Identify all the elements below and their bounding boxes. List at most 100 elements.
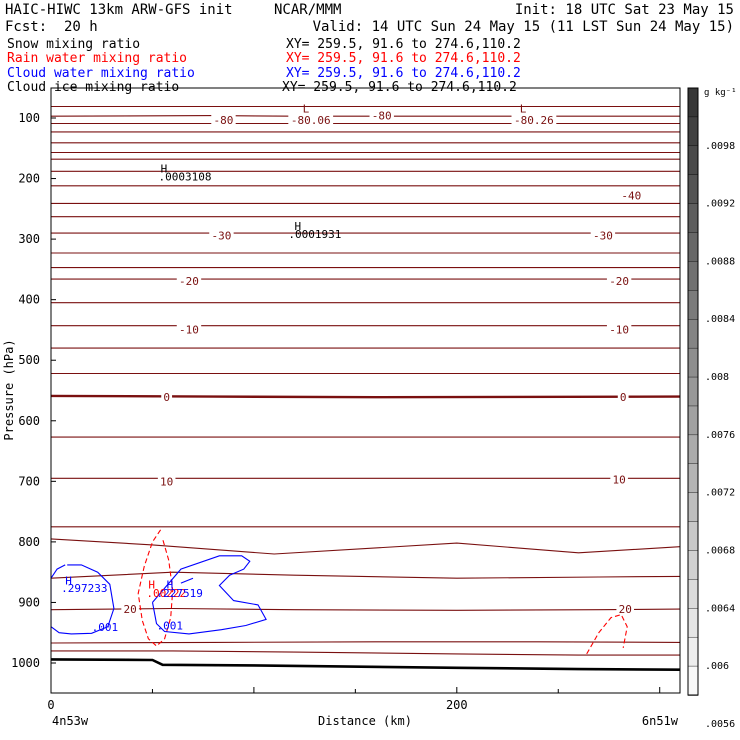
contour-label-bg-6: [590, 229, 616, 241]
field-label-7: .297233: [61, 582, 107, 595]
contour-label-6: -30: [593, 229, 613, 242]
x-tick-label-200: 200: [446, 698, 468, 712]
temperature-contour-26: [51, 641, 680, 644]
colorbar-swatch-8: [687, 319, 699, 349]
contour-label-bg-4: [619, 189, 644, 201]
y-tick-label-800: 800: [18, 535, 40, 549]
valid-time: Valid: 14 UTC Sun 24 May 15 (11 LST Sun …: [313, 19, 734, 35]
field-label-12: .227519: [157, 587, 203, 600]
contour-label-5: -30: [212, 229, 232, 242]
colorbar-unit: g kg⁻¹: [704, 88, 737, 98]
colorbar-label-5: .0076: [705, 430, 735, 441]
field-label-2: H: [294, 220, 301, 233]
colorbar-frame: [687, 87, 699, 696]
rain-water-contour-1: [586, 613, 628, 655]
y-tick-label-700: 700: [18, 474, 40, 488]
field-label-3: .0001931: [288, 228, 341, 241]
y-tick-label-100: 100: [18, 111, 40, 125]
field-label-5: L: [520, 103, 527, 116]
contour-label-bg-0: [211, 113, 236, 125]
field-label-6: H: [65, 574, 72, 587]
colorbar-swatch-5: [687, 232, 699, 263]
x-axis: 0 200: [47, 687, 661, 712]
colorbar-swatch-11: [687, 405, 699, 436]
fcst-value: 20 h: [64, 19, 98, 35]
org-label: NCAR/MMM: [274, 2, 341, 18]
contour-label-bg-13: [157, 475, 176, 487]
terrain-surface-line: [51, 658, 680, 671]
colorbar-label-8: .0064: [705, 603, 735, 614]
colorbar-swatch-17: [687, 579, 699, 609]
colorbar-swatch-18: [687, 608, 699, 638]
contour-label-4: -40: [621, 190, 641, 203]
colorbar-swatch-3: [687, 174, 699, 205]
model-title: HAIC-HIWC 13km ARW-GFS init: [5, 2, 233, 18]
contour-label-13: 10: [160, 475, 173, 488]
contour-label-bg-11: [161, 391, 173, 403]
contour-label-3: -80.26: [514, 114, 554, 127]
contour-label-layer: -80 -80.06 -80 -80.26 -40 -30 -30 -20 -20 -10 -10 0…: [61, 103, 644, 634]
fcst-label: Fcst:: [5, 19, 47, 35]
y-axis: 100 200 300 400 500 600 700 800 900 1000: [11, 111, 56, 670]
header: HAIC-HIWC 13km ARW-GFS init NCAR/MMM Ini…: [5, 2, 734, 95]
contour-label-10: -10: [609, 323, 629, 336]
colorbar-label-9: .006: [705, 661, 729, 672]
contour-label-7: -20: [179, 275, 199, 288]
temperature-contour-27: [51, 650, 680, 656]
y-tick-label-300: 300: [18, 232, 40, 246]
colorbar-swatch-2: [687, 145, 699, 176]
x-axis-label: Distance (km): [318, 714, 412, 728]
colorbar-label-1: .0092: [705, 199, 735, 210]
field-label-cloud-water: Cloud water mixing ratio: [7, 66, 195, 81]
y-tick-label-600: 600: [18, 414, 40, 428]
field-label-10: .00222: [146, 587, 186, 600]
field-label-9: H: [148, 579, 155, 592]
contour-label-15: 20: [124, 603, 137, 616]
mixing-ratio-layer: [51, 529, 628, 655]
colorbar-label-0: .0098: [705, 141, 735, 152]
colorbar-swatch-7: [687, 290, 699, 320]
colorbar-swatch-10: [687, 376, 699, 407]
colorbar-label-6: .0072: [705, 488, 735, 499]
y-axis-label: Pressure (hPa): [2, 339, 16, 440]
contour-label-bg-1: [288, 113, 334, 125]
y-tick-label-400: 400: [18, 293, 40, 307]
colorbar-swatch-0: [687, 87, 699, 118]
colorbar-swatch-15: [687, 521, 699, 552]
contour-label-9: -10: [179, 323, 199, 336]
field-label-4: L: [303, 103, 310, 116]
contour-label-bg-14: [610, 473, 628, 485]
contour-label-bg-7: [176, 274, 202, 286]
y-tick-label-200: 200: [18, 172, 40, 186]
contour-label-11: 0: [163, 391, 170, 404]
colorbar-label-4: .008: [705, 372, 729, 383]
field-label-0: H: [161, 163, 168, 176]
field-label-1: .0003108: [159, 170, 212, 183]
field-label-rain: Rain water mixing ratio: [7, 51, 187, 66]
colorbar-label-7: .0068: [705, 545, 735, 556]
cloud-water-contour-2: [180, 577, 194, 584]
colorbar-swatch-13: [687, 463, 699, 494]
x-endpoint-start: 4n53w: [52, 714, 89, 728]
temperature-contour-24: [51, 571, 680, 579]
colorbar-swatch-20: [687, 665, 699, 696]
contour-label-1: -80.06: [291, 114, 331, 127]
contour-label-16: 20: [619, 603, 632, 616]
y-tick-label-900: 900: [18, 595, 40, 609]
contour-label-2: -80: [372, 110, 392, 123]
contour-label-bg-3: [511, 113, 557, 125]
field-xy-snow: XY= 259.5, 91.6 to 274.6,110.2: [286, 37, 521, 52]
contour-label-bg-8: [606, 274, 632, 286]
colorbar-label-10: .0056: [705, 719, 735, 730]
contour-label-bg-16: [616, 603, 635, 615]
temperature-contour-25: [51, 607, 680, 611]
plot-frame: [50, 87, 681, 694]
contour-label-14: 10: [613, 474, 626, 487]
rain-water-contour-0: [137, 529, 174, 647]
colorbar-label-3: .0084: [705, 314, 735, 325]
colorbar-swatch-9: [687, 347, 699, 378]
contour-label-12: 0: [620, 391, 627, 404]
contour-label-0: -80: [214, 114, 234, 127]
colorbar-swatch-4: [687, 203, 699, 234]
